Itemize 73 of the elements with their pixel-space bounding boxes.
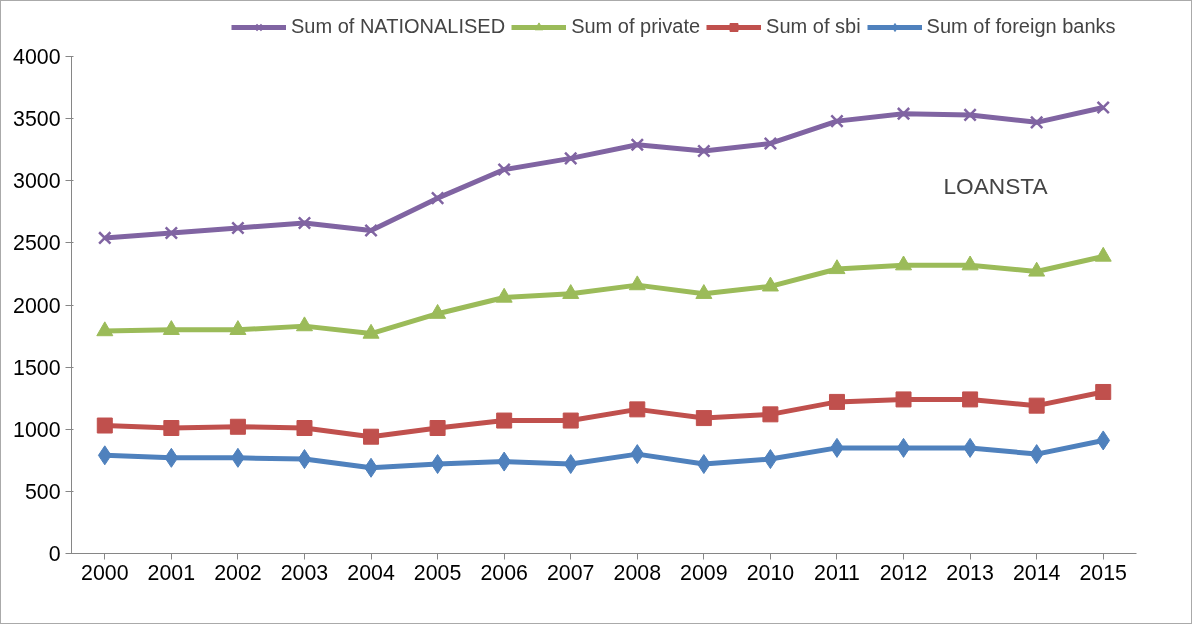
x-tick-label: 2001	[147, 560, 196, 585]
y-tick-label: 2500	[13, 231, 61, 256]
point	[895, 391, 912, 408]
y-tick-label: 1500	[13, 355, 61, 380]
point	[363, 428, 380, 445]
point	[496, 412, 513, 429]
point	[563, 454, 578, 475]
point	[97, 231, 112, 245]
point	[830, 114, 844, 129]
point	[762, 406, 779, 423]
point	[962, 391, 979, 408]
y-tick-label: 500	[24, 479, 61, 504]
point	[696, 144, 711, 158]
point	[164, 226, 179, 240]
point	[630, 137, 645, 152]
point	[763, 449, 778, 470]
annotation: LOANSTA	[943, 173, 1049, 200]
x-tick-label: 2008	[613, 560, 662, 585]
legend-label: Sum of foreign banks	[926, 15, 1116, 38]
point	[1029, 115, 1044, 130]
point	[163, 420, 180, 437]
point	[828, 259, 846, 275]
point	[364, 223, 378, 238]
x-tick-label: 2002	[214, 560, 262, 585]
x-tick-label: 2013	[946, 560, 994, 585]
point	[164, 447, 179, 468]
y-tick-label: 2000	[13, 293, 61, 318]
point	[296, 420, 313, 437]
x-tick-label: 2000	[81, 560, 129, 585]
x-tick-label: 2004	[347, 560, 395, 585]
point	[430, 191, 445, 206]
y-tick-label: 4000	[13, 45, 61, 69]
x-tick-label: 2014	[1012, 560, 1061, 585]
x-tick-label: 2015	[1079, 560, 1127, 585]
point	[630, 444, 645, 465]
x-tick-label: 2006	[480, 560, 528, 585]
point	[1029, 444, 1044, 465]
point	[963, 107, 977, 122]
x-tick-label: 2010	[746, 560, 795, 585]
point	[1028, 397, 1045, 414]
x-tick-label: 2003	[280, 560, 329, 585]
point	[497, 162, 512, 177]
point	[896, 437, 911, 458]
y-tick-label: 3500	[13, 107, 61, 132]
point	[1095, 383, 1112, 400]
point	[828, 393, 845, 410]
point	[1096, 100, 1111, 115]
x-tick-label: 2005	[413, 560, 462, 585]
point	[763, 136, 778, 151]
point	[429, 420, 446, 437]
point	[297, 449, 312, 470]
point	[430, 454, 445, 475]
point	[562, 412, 579, 429]
point	[896, 106, 911, 121]
point	[695, 410, 712, 427]
point	[229, 418, 246, 435]
legend-label: Sum of private	[571, 15, 701, 38]
point	[231, 221, 245, 235]
point	[629, 401, 646, 418]
legend-label: Sum of sbi	[766, 15, 861, 38]
y-tick-label: 0	[48, 542, 61, 566]
point	[97, 445, 112, 466]
x-tick-label: 2011	[814, 560, 860, 585]
x-tick-label: 2012	[879, 560, 928, 585]
point	[297, 216, 312, 230]
x-tick-label: 2007	[547, 560, 595, 585]
y-tick-label: 1000	[13, 417, 61, 442]
legend-label: Sum of NATIONALISED	[291, 15, 506, 38]
point	[96, 417, 113, 434]
point	[1096, 430, 1111, 451]
point	[563, 151, 578, 166]
x-tick-label: 2009	[680, 560, 728, 585]
y-tick-label: 3000	[13, 169, 61, 194]
